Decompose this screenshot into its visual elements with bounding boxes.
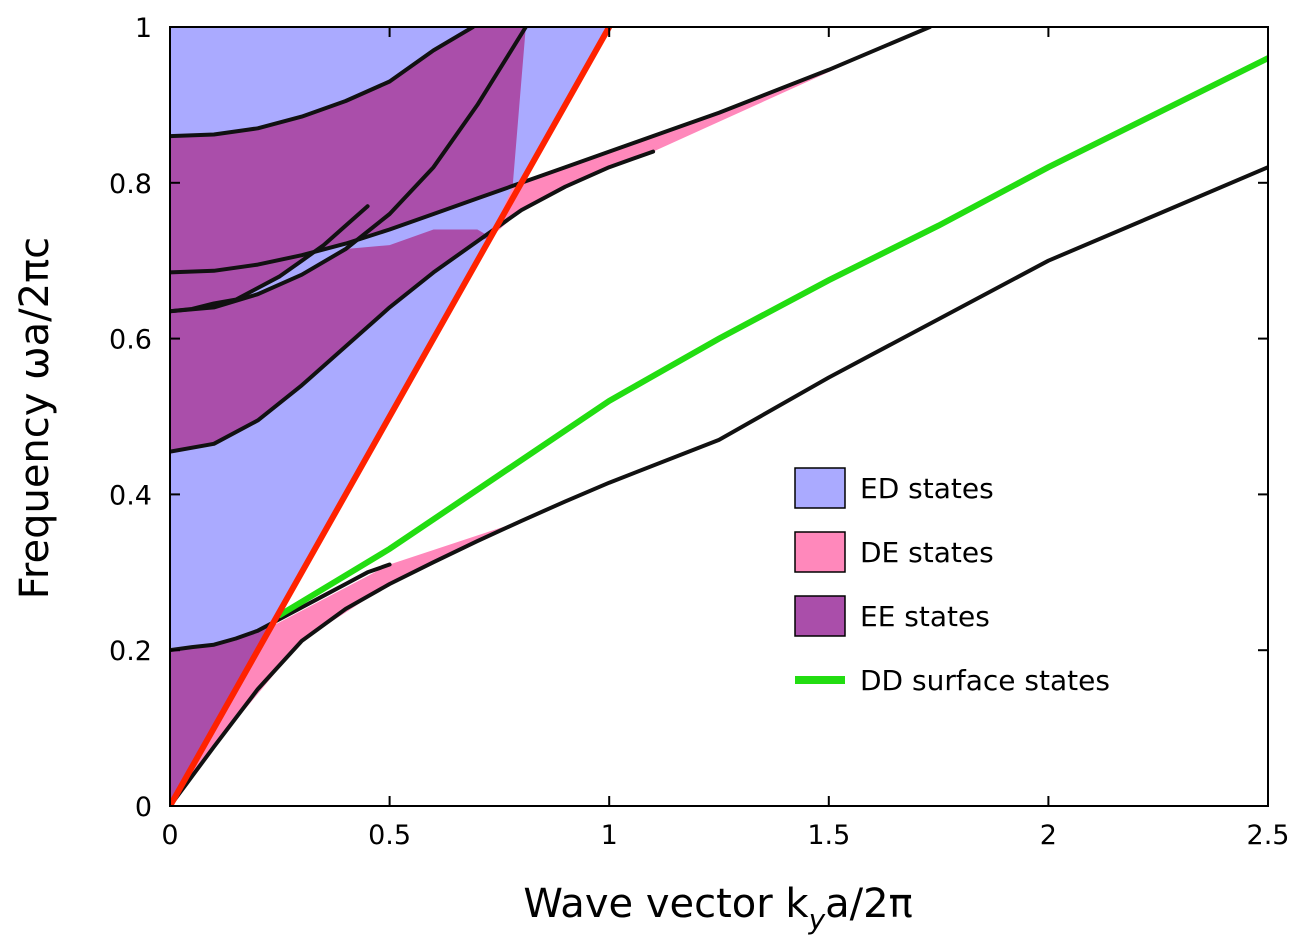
x-axis-label-rest: a/2π — [825, 881, 913, 927]
dd-surface-states-line — [276, 55, 1268, 619]
x-tick-label: 1 — [601, 820, 618, 851]
legend-label-dd: DD surface states — [860, 664, 1110, 697]
x-tick-label: 0.5 — [368, 820, 411, 851]
light-line — [170, 27, 613, 806]
axes: 0 0.5 1 1.5 2 2.5 0 0.2 0.4 0.6 0.8 1 — [109, 13, 1289, 851]
band-5-lower-line — [170, 27, 475, 139]
band-3-upper-line — [170, 27, 932, 275]
plot-frame — [169, 26, 1269, 807]
y-tick-label: 0.2 — [109, 636, 152, 667]
x-tick-label: 1.5 — [807, 820, 850, 851]
legend-label-de: DE states — [860, 536, 994, 569]
y-tick-label: 0.6 — [109, 325, 152, 356]
legend-swatch-de — [794, 531, 846, 573]
x-tick-label: 2 — [1040, 820, 1057, 851]
region-ee-states-3 — [170, 229, 491, 452]
band-2-lower-line — [170, 562, 392, 653]
x-tick-label: 2.5 — [1247, 820, 1290, 851]
band-4-upper-line — [170, 27, 528, 314]
y-tick-label: 0.8 — [109, 169, 152, 200]
legend-label-ed: ED states — [860, 472, 994, 505]
plot-area — [170, 27, 1268, 806]
y-tick-label: 1 — [135, 13, 152, 44]
legend: ED states DE states EE states DD surface st… — [794, 467, 1110, 697]
legend-swatch-ee — [794, 595, 846, 637]
x-axis-label-subscript: y — [808, 903, 826, 936]
y-tick-label: 0.4 — [109, 480, 152, 511]
band-4-lower-line — [170, 204, 370, 314]
x-axis-label: Wave vector kya/2π — [523, 881, 912, 936]
y-tick-label: 0 — [135, 792, 152, 823]
plot-clip-group — [170, 27, 1268, 806]
legend-swatch-ed — [794, 467, 846, 509]
y-axis-label: Frequency ωa/2πc — [12, 237, 58, 599]
band-3-lower-line — [170, 149, 656, 454]
x-tick-label: 0 — [161, 820, 178, 851]
band-1-lower-line — [170, 165, 1268, 806]
x-axis-label-main: Wave vector k — [523, 881, 809, 927]
legend-label-ee: EE states — [860, 600, 990, 633]
region-ee-states-2 — [170, 182, 390, 312]
